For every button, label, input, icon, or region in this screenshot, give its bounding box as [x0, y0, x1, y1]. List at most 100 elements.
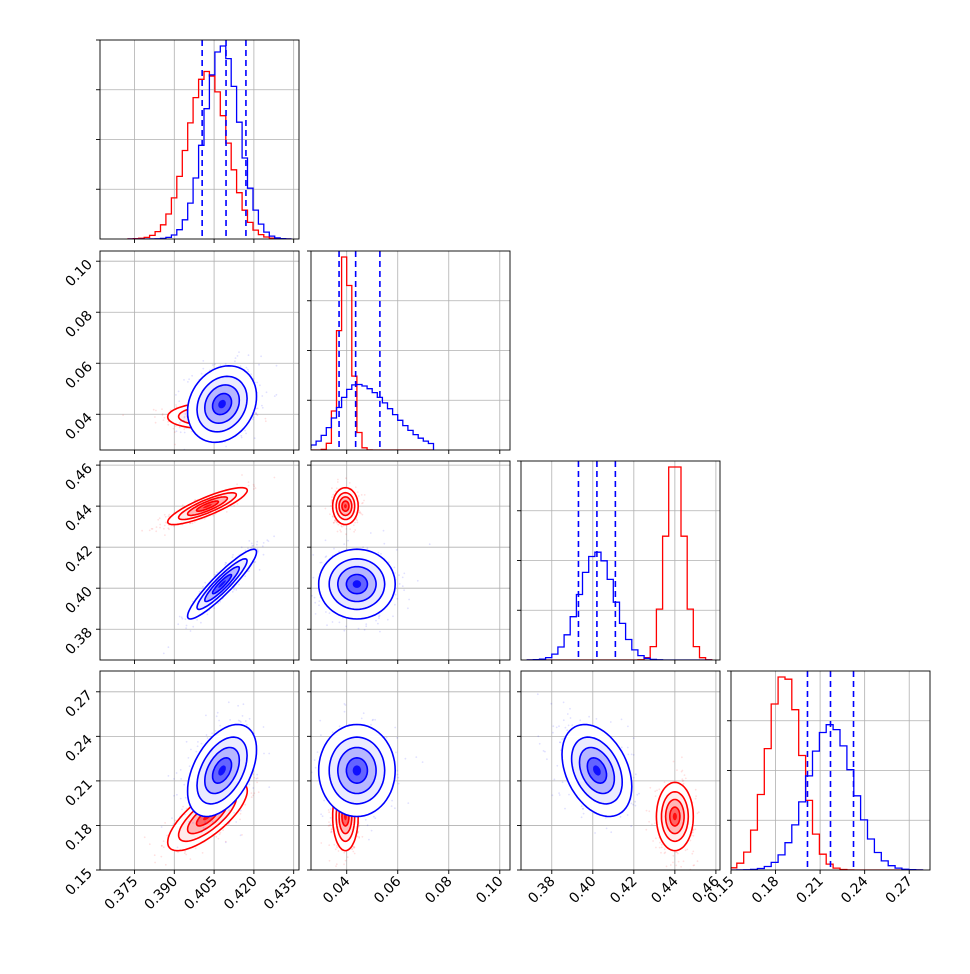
scatter-point — [681, 778, 683, 780]
scatter-point — [333, 548, 335, 550]
scatter-point — [249, 718, 251, 720]
panel-3-2-content — [521, 671, 720, 871]
scatter-point — [330, 817, 332, 819]
scatter-point — [177, 851, 179, 853]
scatter-point — [248, 354, 250, 356]
scatter-point — [386, 737, 388, 739]
scatter-point — [212, 364, 214, 366]
scatter-point — [349, 482, 351, 484]
scatter-point — [364, 494, 366, 496]
scatter-point — [263, 753, 265, 755]
scatter-point — [253, 792, 255, 794]
scatter-point — [218, 838, 220, 840]
scatter-point — [357, 836, 359, 838]
scatter-point — [242, 715, 244, 717]
scatter-point — [205, 828, 207, 830]
scatter-point — [190, 522, 192, 524]
scatter-point — [343, 543, 345, 545]
scatter-point — [337, 479, 339, 481]
scatter-point — [244, 430, 246, 432]
scatter-point — [182, 504, 184, 506]
scatter-point — [274, 395, 276, 397]
scatter-point — [251, 792, 253, 794]
scatter-point — [690, 840, 692, 842]
scatter-point — [583, 813, 585, 815]
scatter-point — [325, 611, 327, 613]
scatter-point — [171, 817, 173, 819]
scatter-point — [627, 726, 629, 728]
scatter-point — [664, 852, 666, 854]
scatter-point — [332, 621, 334, 623]
scatter-point — [256, 413, 258, 415]
scatter-point — [233, 589, 235, 591]
scatter-point — [379, 631, 381, 633]
scatter-point — [164, 525, 166, 527]
scatter-point — [173, 428, 175, 430]
scatter-point — [248, 371, 250, 373]
scatter-point — [164, 822, 166, 824]
scatter-point — [253, 417, 255, 419]
scatter-point — [354, 522, 356, 524]
scatter-point — [164, 417, 166, 419]
scatter-point — [261, 395, 263, 397]
scatter-point — [337, 524, 339, 526]
scatter-point — [210, 817, 212, 819]
scatter-point — [303, 800, 305, 802]
scatter-point — [318, 600, 320, 602]
scatter-point — [661, 847, 663, 849]
scatter-point — [417, 580, 419, 582]
scatter-point — [357, 522, 359, 524]
scatter-point — [313, 577, 315, 579]
scatter-point — [394, 727, 396, 729]
scatter-point — [692, 851, 694, 853]
scatter-point — [695, 828, 697, 830]
scatter-point — [217, 712, 219, 714]
scatter-point — [215, 836, 217, 838]
scatter-point — [312, 554, 314, 556]
scatter-point — [331, 828, 333, 830]
scatter-point — [268, 753, 270, 755]
scatter-point — [698, 811, 700, 813]
scatter-point — [339, 725, 341, 727]
scatter-point — [204, 518, 206, 520]
scatter-point — [175, 394, 177, 396]
scatter-point — [254, 561, 256, 563]
scatter-point — [187, 381, 189, 383]
scatter-point — [672, 855, 674, 857]
scatter-point — [556, 727, 558, 729]
scatter-point — [319, 720, 321, 722]
scatter-point — [192, 626, 194, 628]
scatter-point — [581, 816, 583, 818]
scatter-point — [394, 572, 396, 574]
scatter-point — [651, 824, 653, 826]
scatter-point — [168, 515, 170, 517]
scatter-point — [693, 864, 695, 866]
scatter-point — [353, 846, 355, 848]
scatter-point — [247, 547, 249, 549]
scatter-point — [681, 771, 683, 773]
scatter-point — [157, 519, 159, 521]
scatter-point — [245, 720, 247, 722]
scatter-point — [213, 607, 215, 609]
scatter-point — [338, 850, 340, 852]
scatter-point — [256, 382, 258, 384]
scatter-point — [207, 614, 209, 616]
scatter-point — [246, 457, 248, 459]
scatter-point — [354, 853, 356, 855]
scatter-point — [206, 734, 208, 736]
scatter-point — [685, 849, 687, 851]
scatter-point — [263, 726, 265, 728]
scatter-point — [292, 575, 294, 577]
scatter-point — [621, 719, 623, 721]
scatter-point — [184, 413, 186, 415]
scatter-point — [370, 724, 372, 726]
scatter-point — [240, 365, 242, 367]
scatter-point — [695, 789, 697, 791]
scatter-point — [358, 836, 360, 838]
scatter-point — [347, 856, 349, 858]
scatter-point — [253, 774, 255, 776]
scatter-point — [216, 715, 218, 717]
scatter-point — [199, 591, 201, 593]
scatter-point — [232, 554, 234, 556]
